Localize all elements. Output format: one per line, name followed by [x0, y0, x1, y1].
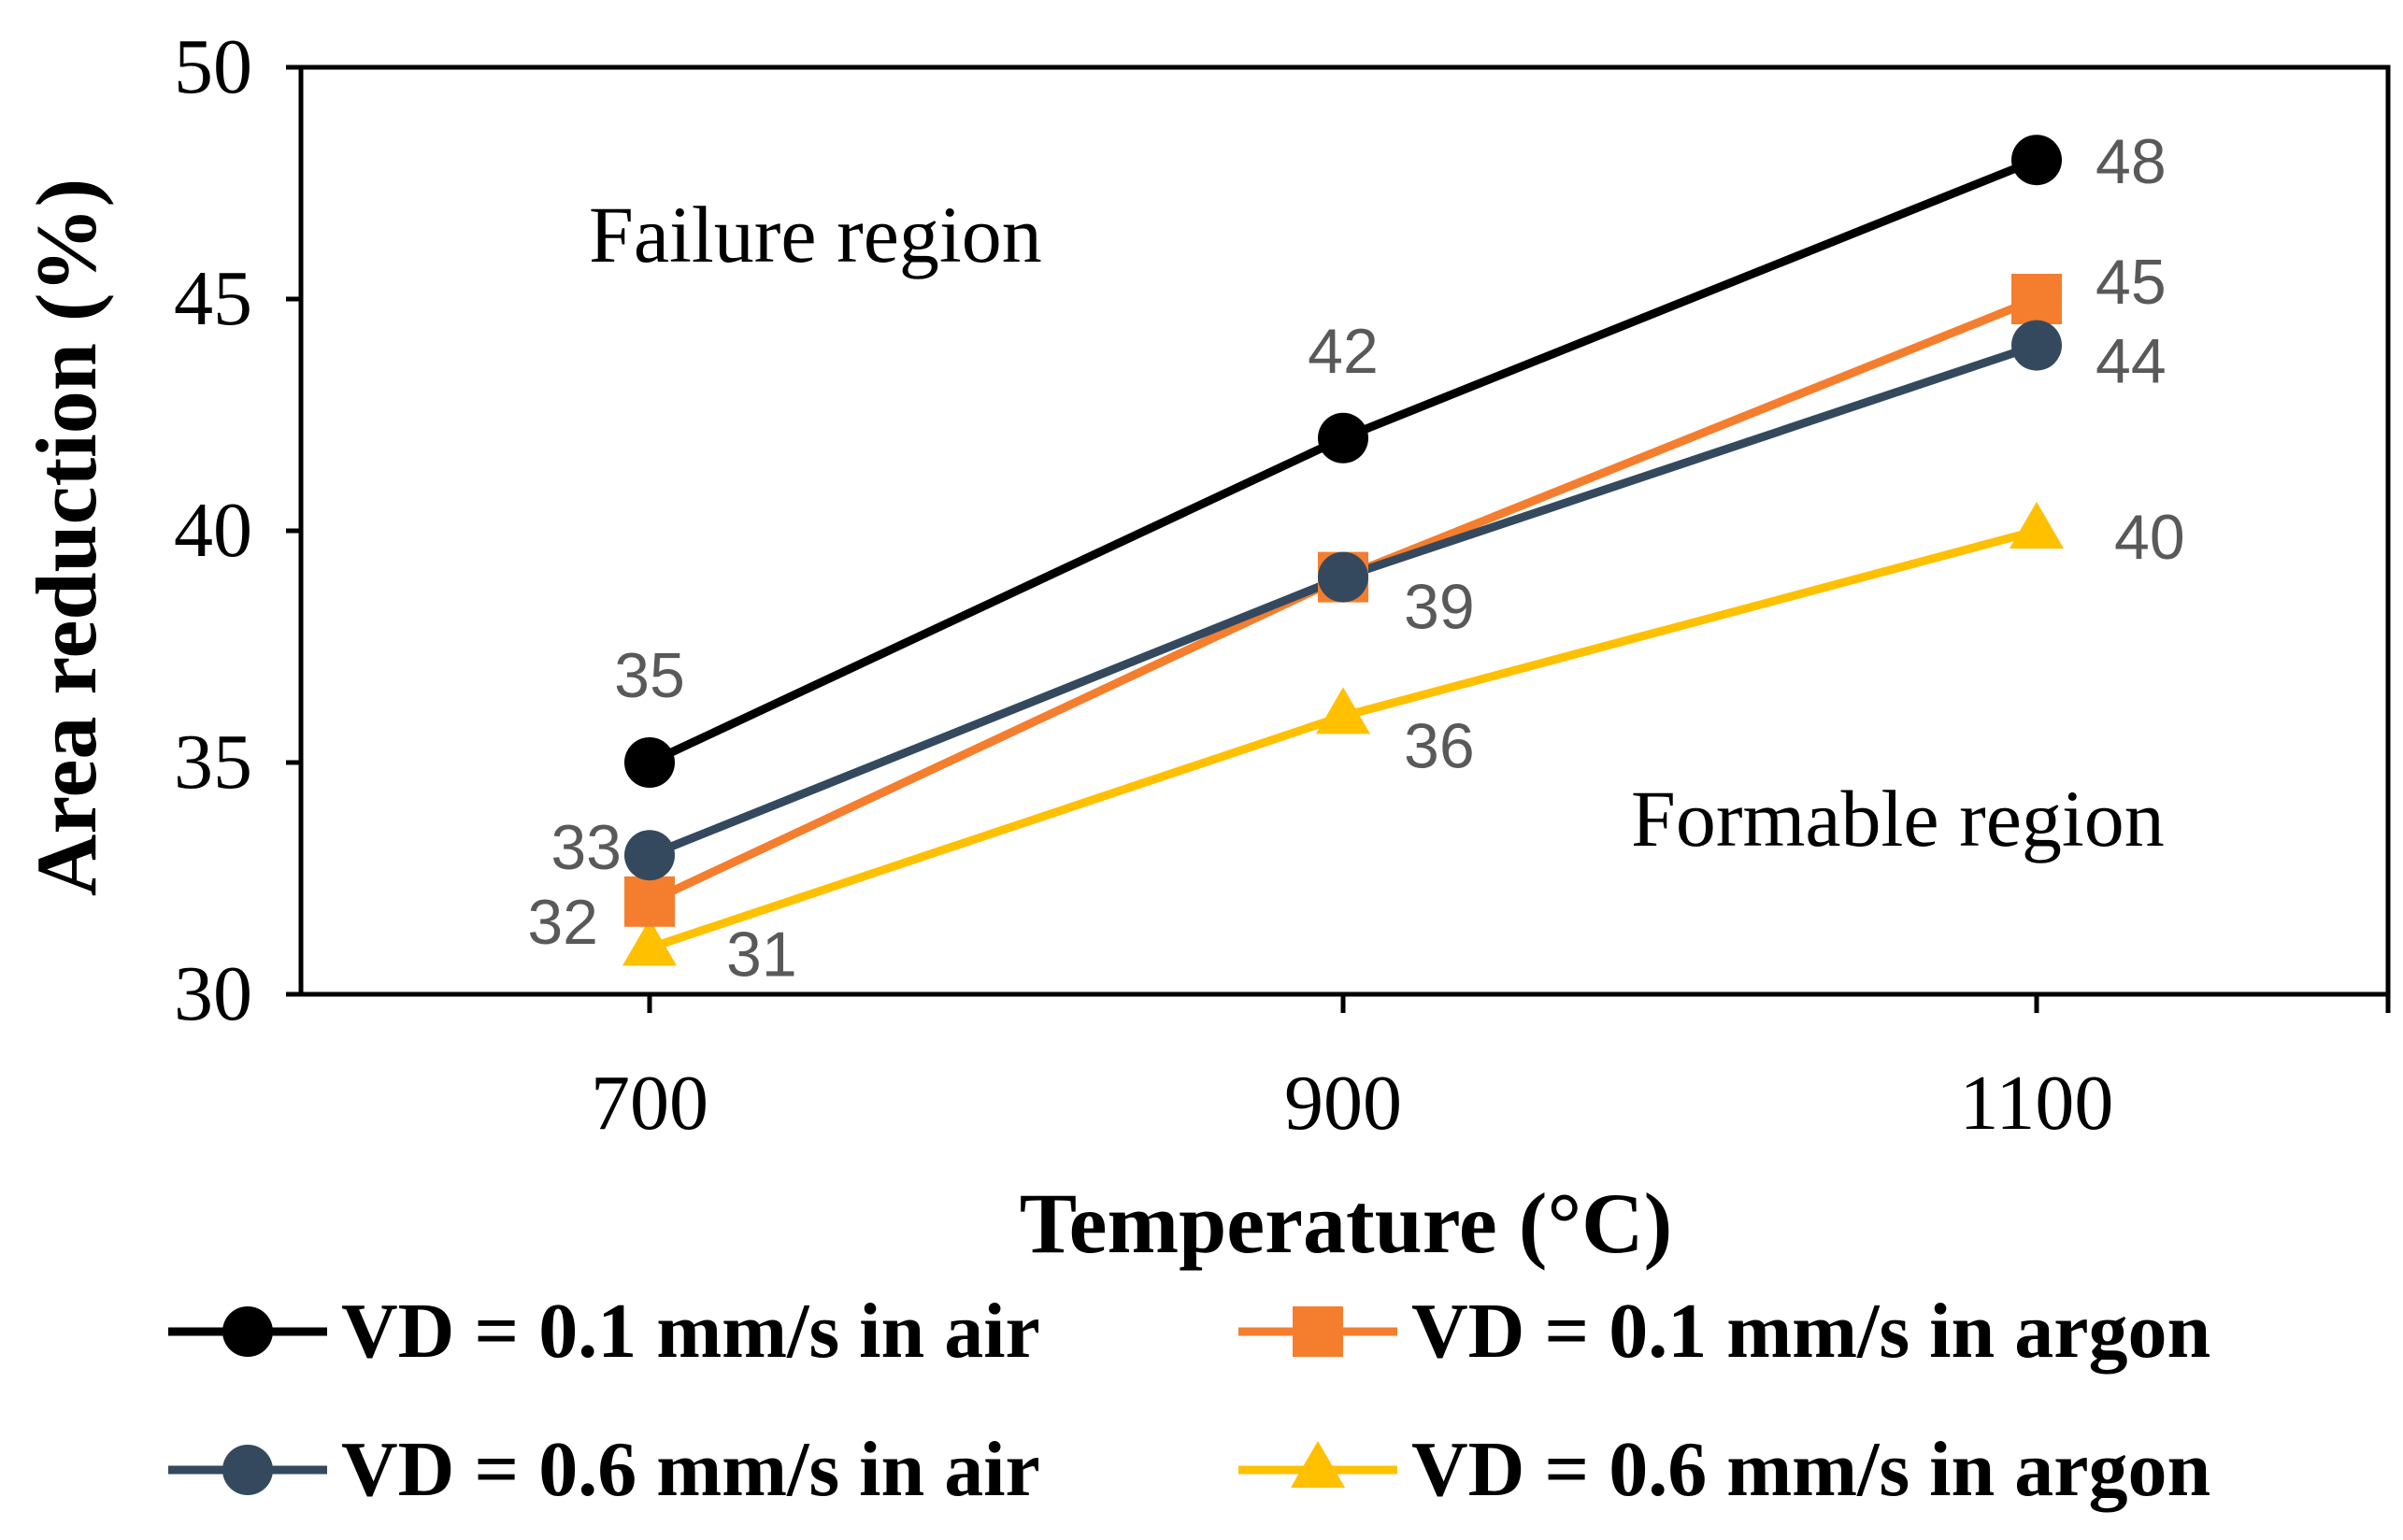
data-point-s3-0: [622, 919, 678, 966]
y-tick-label: 40: [174, 487, 252, 574]
data-point-s0-2: [2011, 135, 2062, 186]
y-tick-label: 45: [174, 255, 252, 342]
data-point-s1-2: [2011, 274, 2062, 324]
series-markers: [622, 135, 2065, 966]
data-label: 33: [551, 812, 622, 883]
y-axis-ticks: 30 35 40 45 50: [174, 23, 301, 1037]
legend-label-2: VD = 0.6 mm/s in air: [341, 1426, 1040, 1513]
legend: VD = 0.1 mm/s in air VD = 0.1 mm/s in arg…: [168, 1288, 2210, 1513]
x-axis-title: Temperature (°C): [1020, 1176, 1673, 1271]
annotation-formable-region: Formable region: [1631, 774, 2165, 863]
x-tick-label: 900: [1284, 1060, 1402, 1147]
legend-marker-3: [1290, 1441, 1346, 1488]
data-point-s1-0: [624, 876, 675, 927]
data-label: 42: [1308, 316, 1379, 387]
y-tick-label: 35: [174, 719, 252, 806]
y-axis-title: Area reduction (%): [19, 178, 114, 896]
data-label: 45: [2095, 247, 2167, 318]
y-tick-label: 30: [174, 950, 252, 1037]
x-tick-label: 1100: [1960, 1060, 2114, 1147]
data-label: 31: [726, 919, 797, 990]
data-label: 48: [2095, 126, 2167, 197]
data-point-s2-1: [1318, 551, 1368, 603]
data-point-s0-0: [624, 737, 675, 788]
y-tick-label: 50: [174, 23, 252, 110]
data-label: 44: [2095, 326, 2167, 397]
legend-label-3: VD = 0.6 mm/s in argon: [1411, 1426, 2210, 1513]
data-point-s2-2: [2011, 320, 2062, 371]
x-axis-ticks: 700 900 1100: [591, 994, 2391, 1147]
data-point-s0-1: [1318, 412, 1368, 463]
legend-label-1: VD = 0.1 mm/s in argon: [1411, 1288, 2210, 1375]
legend-marker-1: [1293, 1306, 1343, 1357]
data-point-s3-2: [2009, 502, 2065, 549]
data-label: 39: [1404, 572, 1475, 643]
x-tick-label: 700: [591, 1060, 708, 1147]
data-point-s3-1: [1315, 687, 1371, 734]
data-point-s2-0: [624, 830, 675, 881]
data-label: 32: [527, 887, 598, 958]
legend-label-0: VD = 0.1 mm/s in air: [341, 1288, 1040, 1375]
legend-marker-0: [222, 1306, 273, 1357]
legend-marker-2: [222, 1445, 273, 1495]
data-label: 40: [2114, 502, 2185, 573]
data-labels: 35 42 48 32 45 33 39 44 31 36 40: [527, 126, 2184, 990]
data-label: 35: [614, 640, 685, 711]
annotation-failure-region: Failure region: [589, 190, 1042, 279]
data-label: 36: [1404, 710, 1475, 781]
